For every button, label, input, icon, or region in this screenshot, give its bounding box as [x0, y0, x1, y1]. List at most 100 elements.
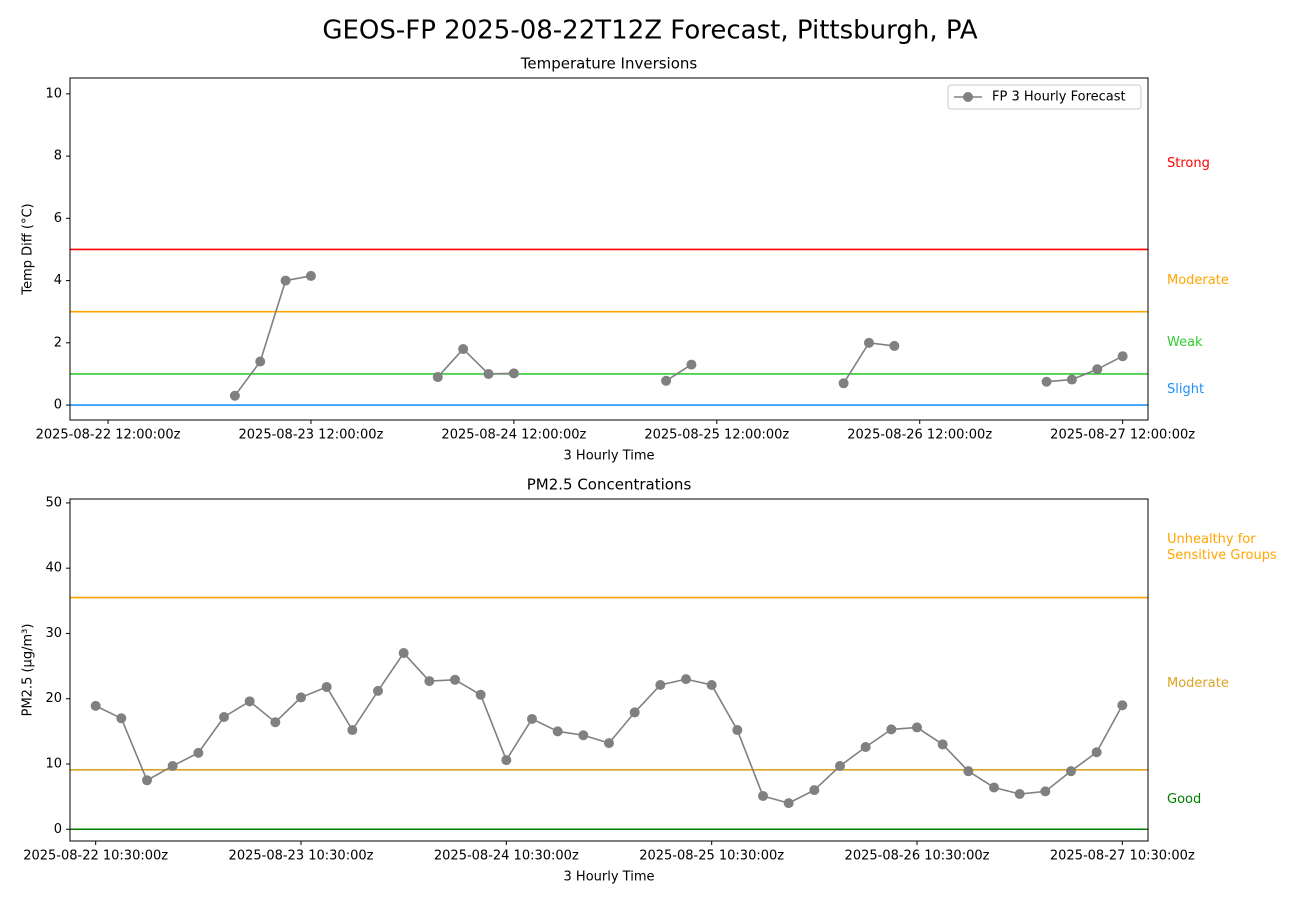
data-point [229, 390, 240, 401]
data-point [758, 790, 768, 801]
x-tick-label: 2025-08-27 12:00:00z [1050, 428, 1195, 443]
data-point [937, 739, 948, 750]
data-point [629, 707, 640, 718]
data-point [90, 700, 101, 711]
x-tick-label: 2025-08-24 12:00:00z [441, 428, 586, 443]
y-axis-label: Temp Diff (°C) [21, 203, 36, 295]
data-point [661, 375, 672, 386]
data-point [1117, 351, 1128, 362]
series-line [234, 275, 1124, 397]
legend-marker [963, 92, 973, 102]
data-point [655, 680, 666, 691]
y-tick-label: 40 [45, 561, 62, 576]
level-label: Slight [1167, 381, 1205, 397]
data-point [244, 696, 255, 707]
x-tick-label: 2025-08-25 12:00:00z [644, 428, 789, 443]
data-point [604, 738, 614, 749]
data-point [280, 275, 291, 286]
data-point [142, 775, 152, 786]
data-point [963, 766, 974, 777]
data-point [193, 747, 204, 758]
legend-box [947, 84, 1142, 110]
data-point [989, 782, 999, 793]
data-point [501, 755, 512, 766]
data-point [424, 676, 435, 687]
data-point [219, 711, 229, 722]
data-point [1041, 376, 1052, 387]
data-point [863, 337, 874, 348]
plot-frame [69, 498, 1149, 842]
y-axis-label: PM2.5 (µg/m³) [21, 624, 36, 717]
data-point [432, 372, 443, 383]
data-point [450, 674, 460, 685]
data-point [458, 344, 469, 355]
data-point [321, 681, 332, 692]
chart-title: Temperature Inversions [520, 55, 698, 73]
y-tick-label: 6 [54, 211, 62, 226]
data-point [783, 798, 794, 809]
data-point [483, 368, 494, 379]
chart-title: PM2.5 Concentrations [527, 476, 692, 494]
data-point [508, 368, 519, 379]
x-tick-label: 2025-08-25 10:30:00z [639, 849, 784, 864]
data-point [889, 340, 900, 351]
data-point [398, 648, 409, 659]
data-point [373, 685, 383, 696]
figure-title: GEOS-FP 2025-08-22T12Z Forecast, Pittsbu… [322, 16, 978, 46]
y-tick-label: 50 [45, 495, 62, 510]
level-label: Weak [1167, 334, 1203, 350]
plot-frame [69, 77, 1149, 421]
data-point [809, 785, 820, 796]
y-tick-label: 2 [54, 335, 62, 350]
x-tick-label: 2025-08-27 10:30:00z [1050, 849, 1195, 864]
legend-label: FP 3 Hourly Forecast [992, 90, 1126, 105]
level-label: Strong [1167, 155, 1210, 171]
data-point [527, 713, 537, 724]
data-point [912, 722, 922, 733]
data-point [475, 689, 486, 700]
x-tick-label: 2025-08-24 10:30:00z [434, 849, 579, 864]
data-point [116, 713, 127, 724]
data-point [686, 359, 697, 370]
x-axis-label: 3 Hourly Time [564, 449, 655, 464]
y-tick-label: 30 [45, 626, 62, 641]
level-label: Unhealthy for Sensitive Groups [1167, 532, 1277, 564]
data-point [860, 742, 871, 753]
y-tick-label: 20 [45, 691, 62, 706]
data-point [732, 725, 743, 736]
data-point [706, 680, 717, 691]
data-point [835, 760, 845, 771]
x-tick-label: 2025-08-22 12:00:00z [36, 428, 181, 443]
level-label: Moderate [1167, 272, 1229, 288]
data-point [886, 724, 897, 735]
x-tick-label: 2025-08-22 10:30:00z [23, 849, 168, 864]
data-point [1066, 766, 1076, 777]
data-point [1014, 789, 1025, 800]
level-label: Good [1167, 791, 1202, 807]
data-point [1092, 364, 1103, 375]
x-tick-label: 2025-08-26 12:00:00z [847, 428, 992, 443]
y-tick-label: 4 [54, 273, 62, 288]
data-point [578, 730, 589, 741]
data-point [1091, 747, 1102, 758]
data-point [681, 674, 691, 685]
y-tick-label: 10 [45, 756, 62, 771]
data-point [270, 717, 281, 728]
data-point [305, 270, 316, 281]
y-tick-label: 0 [54, 822, 62, 837]
data-point [552, 726, 563, 737]
x-tick-label: 2025-08-23 12:00:00z [239, 428, 384, 443]
data-point [1117, 700, 1128, 711]
x-axis-label: 3 Hourly Time [564, 870, 655, 885]
data-point [296, 692, 306, 703]
data-point [255, 356, 266, 367]
data-point [838, 378, 849, 389]
y-tick-label: 10 [45, 86, 62, 101]
series-line [95, 651, 1124, 804]
y-tick-label: 0 [54, 398, 62, 413]
data-point [167, 760, 178, 771]
data-point [347, 725, 358, 736]
x-tick-label: 2025-08-26 10:30:00z [845, 849, 990, 864]
